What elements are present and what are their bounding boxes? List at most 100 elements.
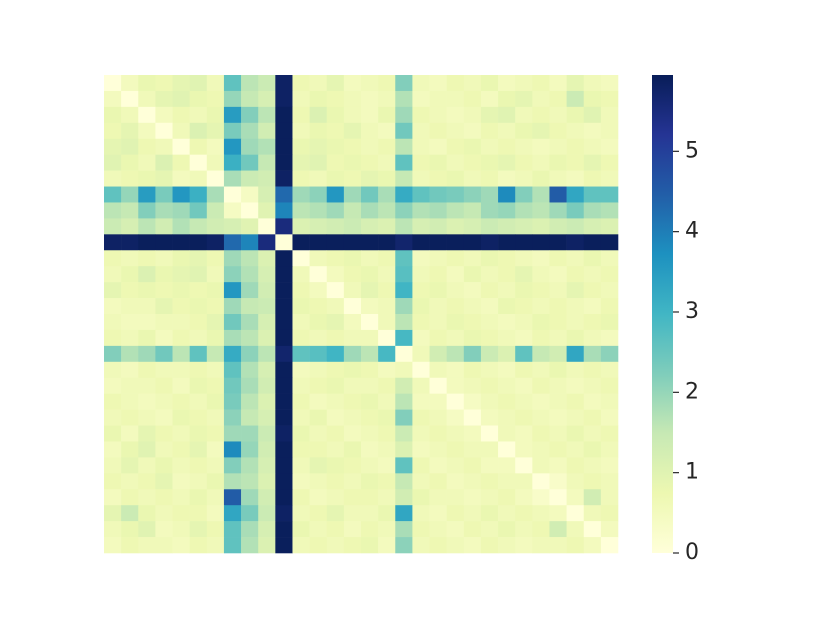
heatmap-cell — [446, 361, 465, 379]
heatmap-cell — [258, 361, 276, 379]
heatmap-cell — [566, 441, 585, 458]
heatmap-cell — [361, 106, 379, 124]
heatmap-cell — [138, 457, 156, 474]
heatmap-cell — [532, 537, 550, 554]
heatmap-cell — [361, 441, 379, 458]
heatmap-cell — [172, 186, 190, 203]
heatmap-cell — [412, 409, 430, 426]
heatmap-cell — [395, 537, 413, 554]
heatmap-cell — [275, 521, 293, 538]
heatmap-cell — [138, 393, 156, 410]
heatmap-cell — [275, 425, 293, 442]
heatmap-cell — [446, 202, 465, 219]
heatmap-cell — [532, 106, 550, 124]
heatmap-cell — [361, 154, 379, 171]
heatmap-cell — [412, 473, 430, 490]
heatmap-cell — [258, 393, 276, 410]
heatmap-cell — [121, 521, 139, 538]
heatmap-cell — [206, 122, 225, 140]
heatmap-cell — [189, 361, 208, 379]
heatmap-cell — [326, 90, 345, 108]
heatmap-cell — [429, 282, 447, 299]
heatmap-cell — [395, 282, 413, 299]
heatmap-cell — [189, 266, 208, 283]
heatmap-cell — [258, 505, 276, 522]
heatmap-cell — [498, 314, 516, 331]
heatmap-cell — [121, 393, 139, 410]
heatmap-cell — [292, 473, 310, 490]
heatmap-cell — [515, 345, 533, 363]
heatmap-cell — [326, 282, 345, 299]
heatmap-cell — [343, 170, 362, 187]
heatmap-cell — [292, 425, 310, 442]
heatmap-cell — [515, 393, 533, 410]
heatmap-cell — [498, 409, 516, 426]
heatmap-cell — [172, 537, 190, 554]
heatmap-cell — [378, 409, 396, 426]
heatmap-cell — [155, 393, 173, 410]
heatmap-cell — [446, 345, 465, 363]
heatmap-cell — [498, 537, 516, 554]
heatmap-cell — [121, 282, 139, 299]
heatmap-cell — [480, 314, 499, 331]
heatmap-cell — [378, 234, 396, 251]
heatmap-cell — [480, 409, 499, 426]
heatmap-cell — [172, 234, 190, 251]
heatmap-cell — [292, 138, 310, 155]
heatmap-cell — [258, 282, 276, 299]
heatmap-cell — [241, 473, 259, 490]
heatmap-cell — [121, 218, 139, 235]
heatmap-cell — [463, 425, 482, 442]
heatmap-cell — [463, 298, 482, 315]
heatmap-cell — [223, 122, 242, 140]
heatmap-cell — [223, 521, 242, 538]
heatmap-cell — [361, 170, 379, 187]
heatmap-cell — [343, 425, 362, 442]
heatmap-cell — [549, 377, 567, 394]
heatmap-cell — [275, 441, 293, 458]
heatmap-cell — [309, 154, 328, 171]
heatmap-cell — [223, 361, 242, 379]
heatmap-cell — [600, 393, 619, 410]
heatmap-cell — [189, 537, 208, 554]
heatmap-cell — [515, 186, 533, 203]
heatmap-cell — [172, 505, 190, 522]
heatmap-cell — [275, 393, 293, 410]
heatmap-cell — [566, 489, 585, 506]
heatmap-cell — [206, 457, 225, 474]
heatmap-cell — [292, 489, 310, 506]
heatmap-cell — [566, 314, 585, 331]
heatmap-cell — [429, 361, 447, 379]
heatmap-cell — [361, 122, 379, 140]
heatmap-cell — [566, 90, 585, 108]
heatmap-cell — [429, 441, 447, 458]
heatmap-cell — [463, 282, 482, 299]
heatmap-cell — [223, 345, 242, 363]
heatmap-cell — [241, 537, 259, 554]
heatmap-cell — [583, 170, 602, 187]
heatmap-cell — [463, 106, 482, 124]
heatmap-cell — [206, 537, 225, 554]
heatmap-cell — [429, 489, 447, 506]
heatmap-cell — [241, 441, 259, 458]
heatmap-cell — [223, 505, 242, 522]
heatmap-cell — [343, 489, 362, 506]
heatmap-cell — [326, 329, 345, 347]
heatmap-cell — [600, 282, 619, 299]
heatmap-cell — [104, 314, 122, 331]
heatmap-cell — [223, 489, 242, 506]
heatmap-cell — [566, 393, 585, 410]
heatmap-cell — [378, 393, 396, 410]
heatmap-cell — [223, 537, 242, 554]
heatmap-cell — [566, 537, 585, 554]
heatmap-cell — [515, 457, 533, 474]
heatmap-cell — [258, 170, 276, 187]
heatmap-cell — [429, 345, 447, 363]
heatmap-cell — [412, 537, 430, 554]
heatmap-cell — [309, 314, 328, 331]
heatmap-cell — [241, 106, 259, 124]
heatmap-cell — [395, 218, 413, 235]
heatmap-cell — [515, 154, 533, 171]
heatmap-cell — [292, 90, 310, 108]
heatmap-cell — [480, 266, 499, 283]
